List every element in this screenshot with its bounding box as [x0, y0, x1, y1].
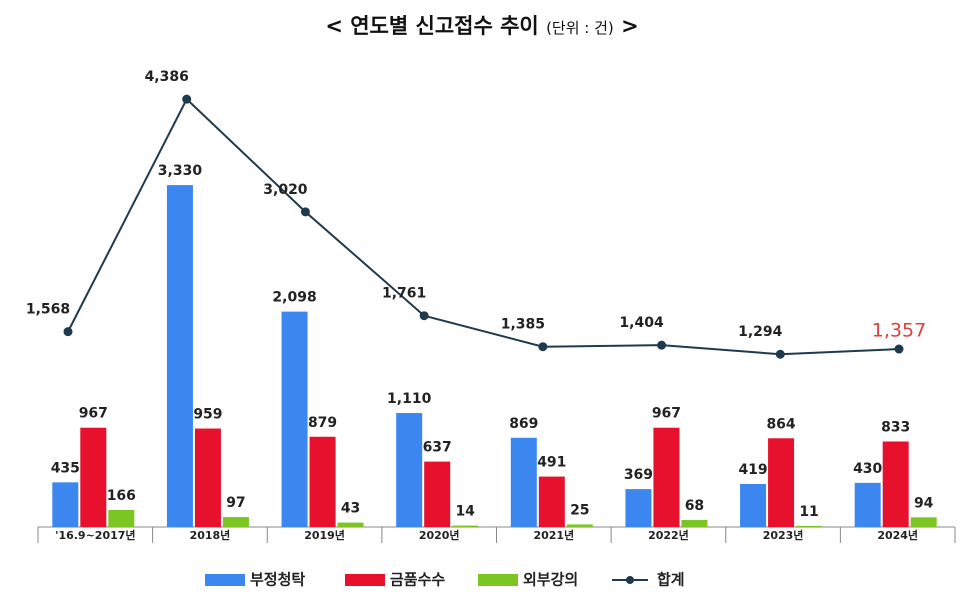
value-label: 430 — [853, 461, 882, 477]
line-point — [894, 344, 904, 354]
bar — [910, 517, 937, 527]
value-label: 369 — [624, 467, 653, 483]
value-label: 967 — [652, 406, 681, 422]
x-tick-label: 2020년 — [419, 528, 460, 542]
bar — [625, 489, 652, 527]
value-label: 864 — [766, 416, 795, 432]
value-label: 637 — [423, 440, 452, 456]
value-label: 435 — [51, 460, 80, 476]
x-tick-label: 2021년 — [533, 528, 574, 542]
legend-swatch — [478, 574, 518, 586]
unit: (단위 : 건) — [546, 19, 614, 37]
value-label: 97 — [226, 495, 245, 511]
x-tick-label: 2022년 — [648, 528, 689, 542]
bar — [681, 520, 708, 527]
line-value-label: 3,020 — [263, 182, 308, 198]
line-point — [657, 340, 667, 350]
bar — [740, 483, 767, 527]
bar — [194, 428, 221, 527]
x-tick-label: '16.9~2017년 — [55, 528, 135, 542]
chart-title: 연도별 신고접수 추이 — [350, 14, 539, 38]
bar — [281, 311, 308, 527]
value-label: 166 — [107, 488, 136, 504]
value-label: 869 — [509, 416, 538, 432]
bar — [452, 525, 479, 527]
bar — [510, 437, 537, 527]
bar — [796, 525, 823, 527]
bar — [222, 517, 249, 527]
value-label: 94 — [914, 495, 934, 511]
line-value-label: 1,294 — [738, 324, 783, 340]
bar — [80, 427, 107, 527]
x-tick-label: 2018년 — [190, 528, 231, 542]
title-close: > — [621, 14, 639, 38]
bar — [538, 476, 565, 527]
line-point — [538, 342, 548, 352]
x-tick-label: 2024년 — [877, 528, 918, 542]
bar — [166, 185, 193, 527]
bar — [424, 461, 451, 527]
line-point — [182, 94, 192, 104]
value-label: 959 — [193, 407, 222, 423]
legend-label: 금품수수 — [390, 571, 445, 589]
line-point — [775, 349, 785, 359]
line-point — [63, 327, 73, 337]
bar — [396, 413, 423, 527]
x-tick-label: 2019년 — [304, 528, 345, 542]
line-value-label: 1,385 — [501, 317, 545, 333]
legend-swatch — [205, 574, 245, 586]
legend-marker — [626, 576, 634, 584]
bar — [854, 482, 881, 527]
value-label: 879 — [308, 415, 337, 431]
value-label: 419 — [738, 462, 767, 478]
value-label: 3,330 — [158, 163, 203, 179]
value-label: 11 — [799, 504, 818, 520]
line-value-label: 4,386 — [145, 69, 189, 85]
bar — [768, 438, 795, 527]
value-label: 491 — [537, 455, 566, 471]
value-label: 25 — [570, 502, 589, 518]
value-label: 14 — [455, 504, 475, 520]
legend-swatch — [345, 574, 385, 586]
value-label: 43 — [341, 501, 360, 517]
title-open: < — [325, 14, 343, 38]
line-point — [419, 311, 429, 321]
value-label: 68 — [685, 498, 704, 514]
line-value-label: 1,357 — [872, 320, 926, 342]
line-value-label: 1,761 — [382, 286, 426, 302]
bar — [566, 524, 593, 527]
value-label: 833 — [881, 419, 910, 435]
bar — [337, 522, 364, 527]
value-label: 967 — [79, 406, 108, 422]
bar — [108, 509, 135, 527]
title-row: < 연도별 신고접수 추이 (단위 : 건) > — [0, 10, 964, 40]
legend-label: 합계 — [657, 571, 685, 589]
line — [67, 97, 900, 356]
bar — [882, 441, 909, 527]
bar — [309, 436, 336, 527]
line-value-label: 1,404 — [619, 315, 664, 331]
legend-label: 외부강의 — [523, 571, 578, 589]
x-tick-label: 2023년 — [763, 528, 804, 542]
legend-label: 부정청탁 — [250, 571, 305, 589]
bar — [653, 427, 680, 527]
line-point — [300, 207, 310, 217]
bar — [52, 482, 79, 527]
value-label: 1,110 — [387, 391, 432, 407]
line-value-label: 1,568 — [26, 302, 70, 318]
value-label: 2,098 — [272, 290, 316, 306]
